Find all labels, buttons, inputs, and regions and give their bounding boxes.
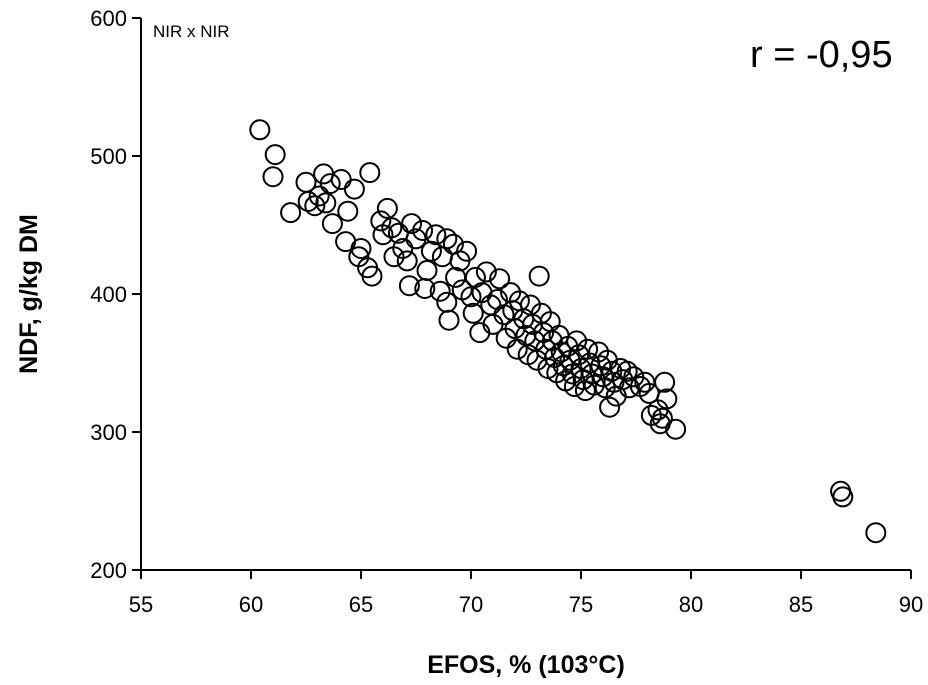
data-point (297, 191, 319, 212)
y-axis-title: NDF, g/kg DM (15, 214, 43, 374)
data-point (343, 178, 365, 200)
data-point (577, 338, 599, 360)
data-point (359, 162, 381, 184)
data-point (376, 197, 398, 219)
y-tick-label: 200 (90, 558, 127, 583)
data-points (249, 119, 887, 544)
data-point (601, 360, 623, 382)
x-tick-label: 55 (129, 592, 153, 617)
data-point (420, 240, 442, 262)
data-point (412, 220, 434, 241)
data-point (665, 418, 687, 440)
data-point (249, 119, 271, 141)
data-point (416, 260, 438, 281)
corner-annotation: NIR x NIR (153, 22, 230, 41)
data-point (401, 213, 423, 235)
data-point (832, 486, 854, 508)
data-point (489, 268, 511, 290)
data-point (304, 195, 326, 217)
x-tick-label: 65 (349, 592, 373, 617)
data-point (396, 250, 418, 272)
data-point (319, 173, 341, 195)
data-point (506, 338, 528, 360)
x-tick-label: 85 (789, 592, 813, 617)
data-point (370, 210, 392, 232)
data-point (361, 265, 383, 287)
x-tick-label: 70 (459, 592, 483, 617)
data-point (381, 217, 403, 239)
y-tick-label: 600 (90, 6, 127, 31)
data-point (618, 377, 640, 399)
y-tick-label: 500 (90, 144, 127, 169)
x-tick-label: 60 (239, 592, 263, 617)
x-tick-label: 90 (899, 592, 923, 617)
y-tick-label: 400 (90, 282, 127, 307)
data-point (566, 330, 588, 352)
x-ticks: 55 60 65 70 75 80 85 90 (129, 570, 923, 617)
x-tick-label: 80 (679, 592, 703, 617)
data-point (590, 355, 612, 377)
data-point (599, 396, 621, 418)
data-point (865, 522, 887, 544)
data-point (603, 371, 625, 393)
data-point (350, 238, 372, 259)
data-point (431, 246, 453, 268)
y-tick-label: 300 (90, 420, 127, 445)
data-point (330, 169, 352, 190)
data-point (398, 275, 420, 297)
data-point (321, 213, 343, 235)
data-point (429, 280, 451, 302)
data-point (462, 302, 484, 324)
data-point (656, 388, 678, 410)
correlation-annotation: r = -0,95 (750, 34, 893, 76)
data-point (528, 265, 550, 287)
data-point (425, 224, 447, 246)
data-point (442, 233, 464, 255)
data-point (616, 360, 638, 382)
data-point (475, 261, 497, 283)
data-point (337, 200, 359, 222)
data-point (460, 286, 482, 308)
data-point (651, 407, 673, 429)
data-point (315, 192, 337, 214)
data-point (280, 202, 302, 224)
x-tick-label: 75 (569, 592, 593, 617)
x-axis-title: EFOS, % (103°C) (427, 651, 625, 679)
data-point (654, 371, 676, 393)
data-point (262, 166, 284, 188)
data-point (436, 228, 458, 250)
data-point (308, 185, 330, 207)
data-point (456, 240, 478, 262)
y-ticks: 200 300 400 500 600 (90, 6, 141, 583)
data-point (438, 309, 460, 331)
data-point (264, 144, 286, 166)
